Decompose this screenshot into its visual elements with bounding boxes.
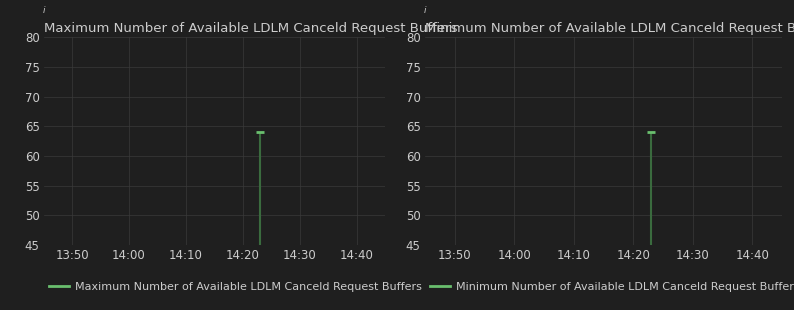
- Legend: Minimum Number of Available LDLM Canceld Request Buffers: Minimum Number of Available LDLM Canceld…: [430, 281, 794, 292]
- Text: Minimum Number of Available LDLM Canceld Request Buffers: Minimum Number of Available LDLM Canceld…: [425, 22, 794, 35]
- Text: i: i: [424, 6, 426, 15]
- Legend: Maximum Number of Available LDLM Canceld Request Buffers: Maximum Number of Available LDLM Canceld…: [49, 281, 422, 292]
- Text: i: i: [43, 6, 45, 15]
- Text: Maximum Number of Available LDLM Canceld Request Buffers: Maximum Number of Available LDLM Canceld…: [44, 22, 457, 35]
